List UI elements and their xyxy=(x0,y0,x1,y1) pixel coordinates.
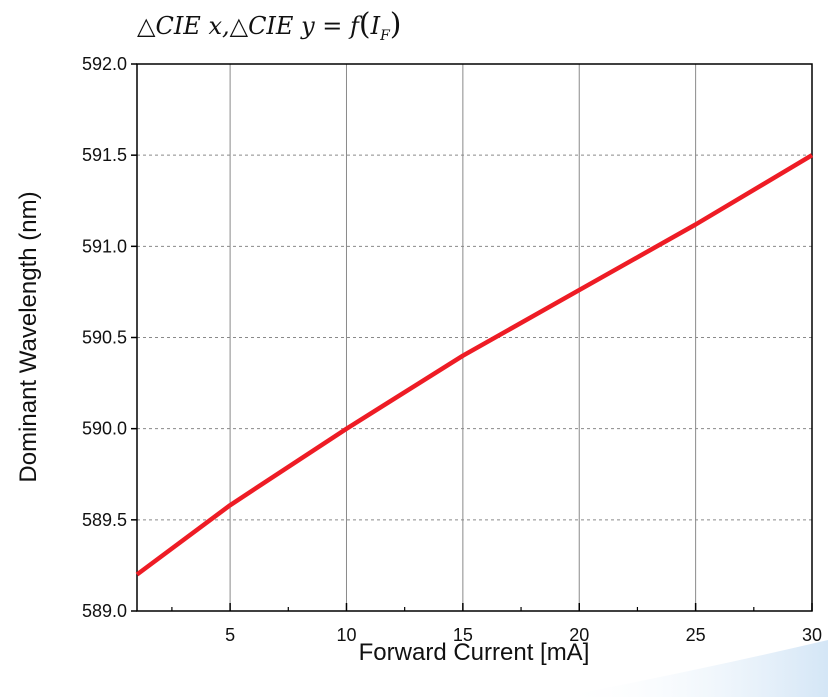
x-tick-label: 10 xyxy=(336,625,356,645)
ticks xyxy=(131,63,813,612)
series-line-1 xyxy=(135,153,814,577)
series-layer xyxy=(135,153,814,577)
title-prefix: △CIE x,△CIE y = f xyxy=(137,12,363,40)
chart-title: △CIE x,△CIE y = f(IF) xyxy=(137,7,402,44)
y-tick-label: 589.5 xyxy=(82,510,127,530)
title-close-paren: ) xyxy=(390,7,402,42)
x-tick-label: 15 xyxy=(453,625,473,645)
title-subscript: F xyxy=(379,28,391,44)
y-tick-label: 590.5 xyxy=(82,328,127,348)
y-tick-label: 591.5 xyxy=(82,145,127,165)
y-tick-label: 592.0 xyxy=(82,54,127,74)
y-tick-label: 591.0 xyxy=(82,236,127,256)
y-tick-label: 589.0 xyxy=(82,601,127,621)
x-tick-label: 5 xyxy=(225,625,235,645)
x-tick-label: 30 xyxy=(802,625,822,645)
x-tick-label: 25 xyxy=(686,625,706,645)
y-axis-label: Dominant Wavelength (nm) xyxy=(15,191,42,482)
title-open-paren: ( xyxy=(359,7,371,42)
grid xyxy=(137,64,812,611)
x-tick-label: 20 xyxy=(569,625,589,645)
background-swoosh xyxy=(560,640,828,697)
tick-labels: 5 10 15 20 25 30 589.0 589.5 590.0 590.5 591.0 591.… xyxy=(82,54,822,645)
title-current-symbol: I xyxy=(370,12,381,40)
x-axis-label: Forward Current [mA] xyxy=(359,639,590,666)
y-tick-label: 590.0 xyxy=(82,419,127,439)
